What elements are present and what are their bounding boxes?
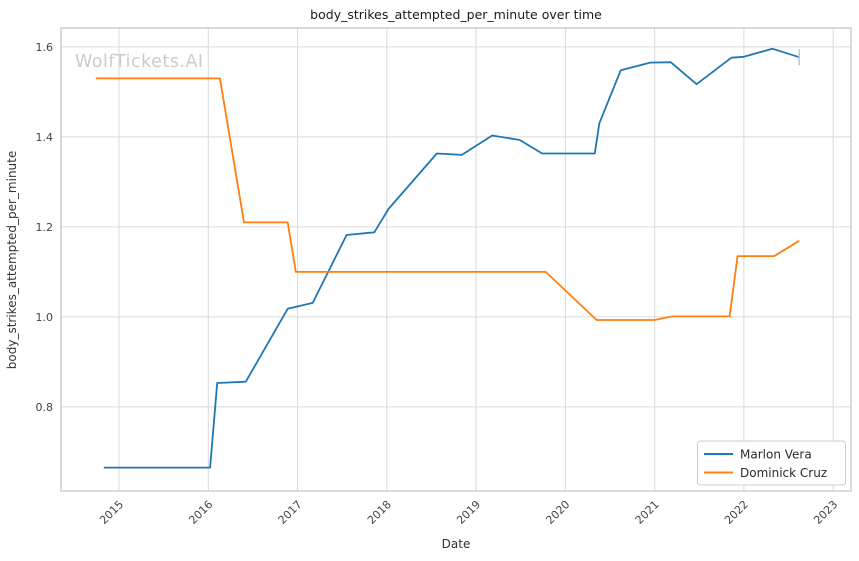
legend-box (697, 440, 846, 486)
y-tick-labels: 0.8 1.0 1.2 1.4 1.6 (36, 41, 54, 414)
plot-border (60, 27, 852, 492)
legend-label: Dominick Cruz (740, 466, 827, 480)
legend: Marlon Vera Dominick Cruz (697, 440, 846, 486)
x-tick-label: 2021 (633, 498, 662, 527)
chart-title: body_strikes_attempted_per_minute over t… (310, 7, 602, 22)
x-tick-label: 2017 (276, 498, 305, 527)
x-tick-label: 2016 (186, 498, 215, 527)
x-tick-label: 2023 (811, 498, 840, 527)
x-tick-label: 2018 (365, 498, 394, 527)
y-tick-label: 0.8 (36, 401, 54, 414)
y-tick-label: 1.0 (36, 311, 54, 324)
legend-label: Marlon Vera (740, 448, 812, 462)
x-tick-label: 2015 (97, 498, 126, 527)
series-lines (95, 47, 801, 469)
series-line-dominick-cruz (95, 77, 800, 321)
gridlines (61, 28, 851, 491)
x-tick-label: 2022 (722, 498, 751, 527)
y-tick-label: 1.2 (36, 221, 54, 234)
y-tick-label: 1.6 (36, 41, 54, 54)
x-tick-label: 2019 (454, 498, 483, 527)
legend-entries: Marlon Vera Dominick Cruz (704, 448, 827, 480)
x-tick-labels: 2015 2016 2017 2018 2019 2020 2021 2022 2023 (97, 498, 840, 527)
y-tick-label: 1.4 (36, 131, 54, 144)
x-tick-label: 2020 (543, 498, 572, 527)
watermark-text: WolfTickets.AI (75, 52, 204, 72)
x-axis-label: Date (442, 537, 471, 551)
y-axis-label: body_strikes_attempted_per_minute (5, 151, 19, 369)
series-line-marlon-vera (103, 47, 800, 469)
